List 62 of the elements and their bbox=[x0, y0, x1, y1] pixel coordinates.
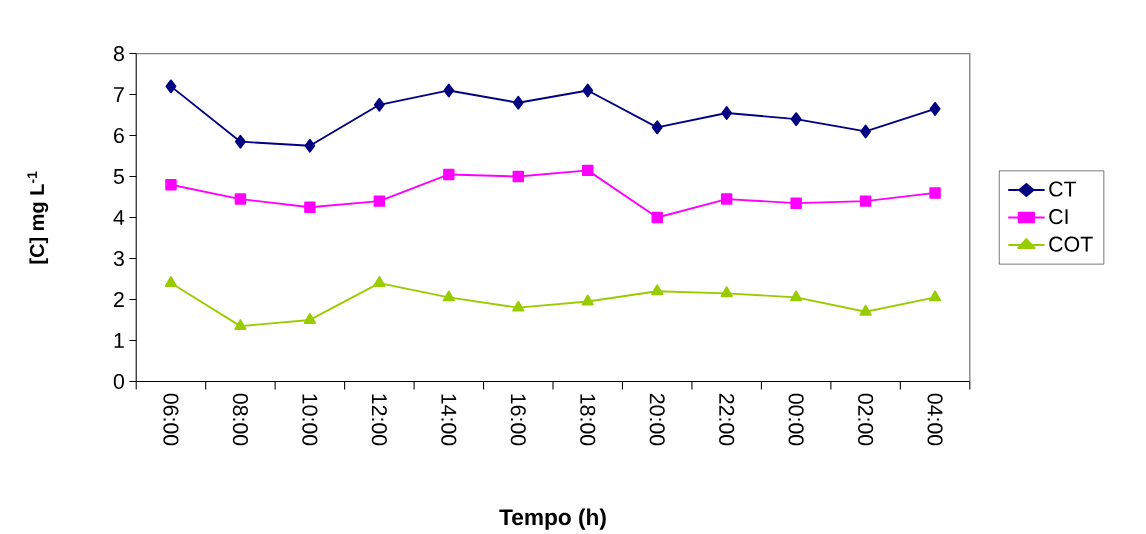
point bbox=[373, 276, 386, 287]
x-tick-label: 04:00 bbox=[927, 393, 943, 446]
point bbox=[859, 195, 872, 207]
legend-label: COT bbox=[1049, 236, 1093, 252]
point bbox=[721, 106, 733, 120]
y-axis-title: [C] mg L$^{-1}$ bbox=[27, 171, 49, 264]
point bbox=[165, 178, 177, 191]
point bbox=[164, 276, 178, 287]
y-tick-label: 2 bbox=[114, 291, 124, 307]
point bbox=[234, 319, 247, 330]
x-tick-label: 12:00 bbox=[371, 394, 387, 446]
y-tick-label: 7 bbox=[114, 87, 124, 102]
point bbox=[651, 284, 664, 296]
legend-label: CI bbox=[1049, 209, 1068, 225]
point bbox=[442, 290, 455, 302]
y-tick-label: 5 bbox=[113, 169, 124, 184]
point bbox=[720, 286, 733, 298]
point bbox=[512, 170, 525, 183]
point bbox=[790, 112, 802, 127]
y-tick-label: 3 bbox=[113, 250, 124, 266]
point bbox=[512, 300, 525, 312]
point bbox=[929, 101, 941, 116]
x-tick-label: 18:00 bbox=[580, 394, 596, 446]
point bbox=[790, 197, 802, 209]
x-tick-label: 06:00 bbox=[163, 393, 179, 446]
y-tick-label: 1 bbox=[114, 333, 124, 348]
point bbox=[928, 290, 942, 302]
point bbox=[165, 79, 177, 94]
point bbox=[234, 134, 246, 149]
point bbox=[929, 187, 941, 199]
point bbox=[234, 193, 247, 205]
x-tick-label: 02:00 bbox=[858, 393, 874, 446]
point bbox=[304, 138, 316, 153]
y-tick-label: 4 bbox=[113, 210, 125, 225]
point bbox=[790, 290, 803, 302]
point bbox=[443, 83, 455, 98]
point bbox=[512, 95, 524, 110]
point bbox=[651, 211, 663, 224]
x-tick-label: 00:00 bbox=[788, 393, 804, 446]
point bbox=[859, 304, 872, 316]
point bbox=[304, 201, 316, 213]
point bbox=[443, 168, 455, 181]
x-tick-label: 16:00 bbox=[510, 394, 526, 446]
x-axis-title: Tempo (h) bbox=[499, 508, 606, 530]
point bbox=[373, 195, 386, 207]
legend-label: CT bbox=[1049, 181, 1077, 197]
x-tick-label: 14:00 bbox=[441, 394, 457, 446]
x-tick-label: 22:00 bbox=[719, 393, 735, 446]
y-tick-label: 8 bbox=[113, 45, 124, 62]
x-tick-label: 10:00 bbox=[302, 394, 318, 446]
point bbox=[582, 83, 594, 98]
x-tick-label: 08:00 bbox=[232, 393, 248, 446]
y-tick-label: 0 bbox=[113, 373, 124, 389]
point bbox=[303, 312, 317, 324]
point bbox=[860, 124, 872, 139]
x-tick-label: 20:00 bbox=[649, 393, 665, 446]
point bbox=[373, 97, 385, 112]
y-tick-label: 6 bbox=[114, 127, 124, 144]
point bbox=[651, 120, 663, 135]
point bbox=[581, 294, 594, 306]
point bbox=[582, 164, 594, 177]
point bbox=[720, 193, 733, 205]
